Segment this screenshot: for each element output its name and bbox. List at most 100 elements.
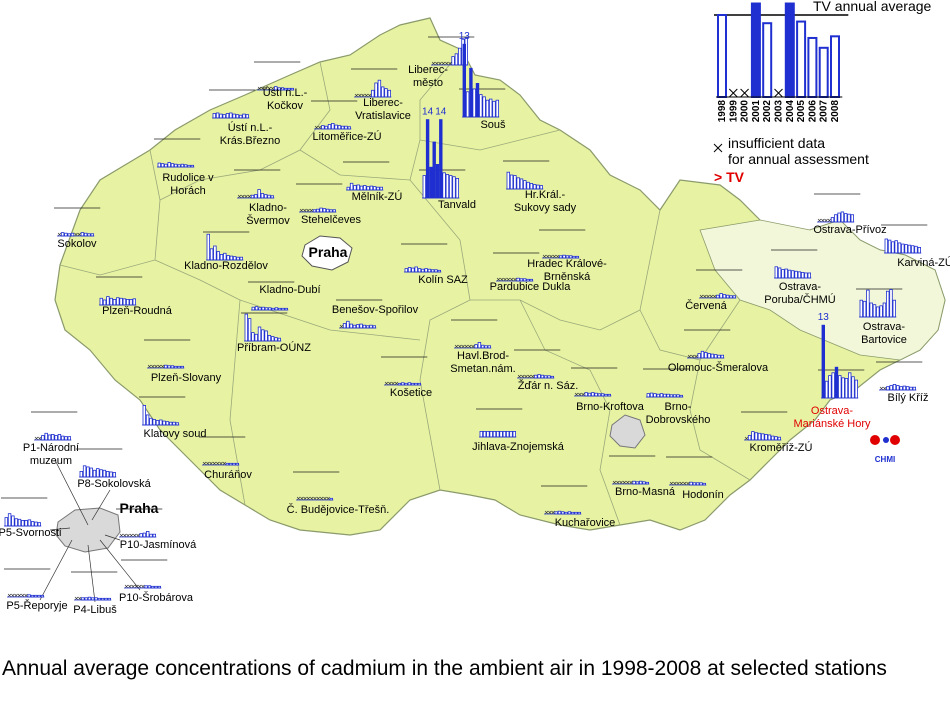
no-data-mark bbox=[827, 218, 832, 223]
no-data-mark bbox=[555, 254, 560, 259]
station: Ostrava-Přívoz bbox=[813, 193, 887, 236]
legend-year: 2003 bbox=[774, 100, 785, 123]
station-bar bbox=[587, 392, 592, 397]
no-data-mark bbox=[879, 386, 884, 391]
station-bar bbox=[112, 472, 116, 478]
station-bar bbox=[366, 186, 370, 191]
station-bar bbox=[526, 181, 530, 190]
station-label: Kladno- bbox=[249, 202, 287, 214]
station-bar bbox=[222, 114, 226, 119]
no-data-mark bbox=[157, 364, 162, 369]
station: Plzeň-Roudná bbox=[96, 276, 173, 317]
station-bar bbox=[429, 166, 433, 199]
station-label: P5-Řeporyje bbox=[6, 599, 67, 612]
station-label: Kroměříž-ZÚ bbox=[750, 441, 813, 454]
no-data-mark bbox=[706, 294, 710, 299]
station-bar bbox=[719, 293, 723, 299]
no-data-mark bbox=[513, 277, 517, 282]
no-data-mark bbox=[530, 374, 535, 379]
station-bar bbox=[145, 414, 150, 426]
station-label: Sokolov bbox=[57, 238, 97, 250]
station-bar bbox=[912, 386, 916, 391]
station-bar bbox=[414, 266, 418, 273]
station-bar bbox=[807, 272, 811, 279]
station-bar bbox=[242, 113, 246, 119]
station-bar bbox=[34, 521, 38, 527]
station-bar bbox=[425, 119, 430, 199]
no-data-mark bbox=[20, 593, 25, 598]
station-bar bbox=[439, 119, 443, 199]
station-bar bbox=[844, 377, 849, 399]
station-label: Churáňov bbox=[204, 469, 252, 481]
station-bar bbox=[726, 294, 730, 299]
station-bar bbox=[174, 163, 178, 168]
station: Brno-Masná bbox=[609, 455, 676, 498]
station-bar bbox=[475, 83, 480, 118]
station-label: P8-Sokolovská bbox=[77, 478, 151, 490]
station-bar bbox=[160, 163, 165, 168]
station-bar bbox=[892, 383, 897, 391]
station-bar bbox=[27, 519, 32, 527]
station-bar bbox=[704, 351, 708, 359]
no-data-mark bbox=[506, 277, 511, 282]
station-bar bbox=[469, 67, 473, 118]
station-bar bbox=[263, 194, 268, 199]
station-bar bbox=[797, 271, 802, 279]
station-bar bbox=[340, 125, 345, 130]
no-data-mark bbox=[57, 232, 62, 237]
station: Stehelčeves bbox=[296, 183, 361, 226]
station: Pardubice Dukla bbox=[490, 252, 571, 293]
station-bar bbox=[346, 186, 350, 191]
no-data-mark bbox=[306, 208, 310, 213]
no-data-mark bbox=[548, 510, 552, 515]
station-bar bbox=[337, 125, 342, 130]
no-data-mark bbox=[206, 461, 210, 466]
station-bar bbox=[445, 174, 450, 199]
station-label: Jihlava-Znojemská bbox=[472, 441, 565, 453]
station-bar bbox=[4, 517, 8, 527]
station-bar bbox=[632, 480, 636, 485]
station-bar bbox=[489, 430, 493, 438]
station-bar bbox=[172, 421, 176, 426]
station-bar bbox=[14, 518, 18, 527]
station-bar bbox=[334, 124, 338, 130]
station-label: Bílý Kříž bbox=[888, 392, 929, 404]
station-bar bbox=[700, 350, 705, 359]
station-bar bbox=[159, 419, 163, 426]
station-bar bbox=[462, 43, 466, 118]
station-label: Liberec- bbox=[363, 97, 403, 109]
station-bar bbox=[917, 246, 921, 254]
no-data-mark bbox=[691, 354, 695, 359]
no-data-mark bbox=[212, 461, 217, 466]
station: Litoměřice-ZÚ bbox=[311, 100, 382, 143]
station-bar bbox=[372, 186, 377, 191]
station-bar bbox=[47, 434, 52, 441]
no-data-mark bbox=[303, 496, 307, 501]
no-data-mark bbox=[361, 93, 365, 98]
caption: Annual average concentrations of cadmium… bbox=[2, 657, 887, 680]
legend-year: 2004 bbox=[785, 100, 796, 123]
station-bar bbox=[92, 469, 97, 478]
station-bar bbox=[653, 393, 657, 398]
legend-tv-label: TV annual average bbox=[813, 0, 932, 14]
station: Havl.Brod-Smetan.nám. bbox=[450, 319, 516, 375]
station-bar bbox=[142, 404, 146, 426]
station-bar bbox=[64, 436, 68, 441]
station-bar bbox=[722, 294, 727, 299]
station-label: Ostrava- bbox=[811, 405, 854, 417]
station-bar bbox=[448, 175, 453, 199]
station-bar bbox=[869, 302, 873, 318]
legend-exceed: > TV bbox=[714, 169, 745, 185]
no-data-mark bbox=[441, 61, 446, 66]
station: Jihlava-Znojemská bbox=[472, 408, 565, 453]
station: P10-Šrobárova bbox=[119, 559, 194, 604]
station: Kladno-Dubí bbox=[248, 281, 321, 311]
station-bar bbox=[537, 374, 541, 379]
no-data-mark bbox=[316, 496, 321, 501]
station-label: Tanvald bbox=[438, 199, 476, 211]
station-bar bbox=[764, 433, 768, 441]
station-bar bbox=[380, 86, 385, 98]
station-bar bbox=[116, 297, 120, 306]
station-bar bbox=[534, 374, 538, 379]
station-bar bbox=[106, 470, 110, 478]
